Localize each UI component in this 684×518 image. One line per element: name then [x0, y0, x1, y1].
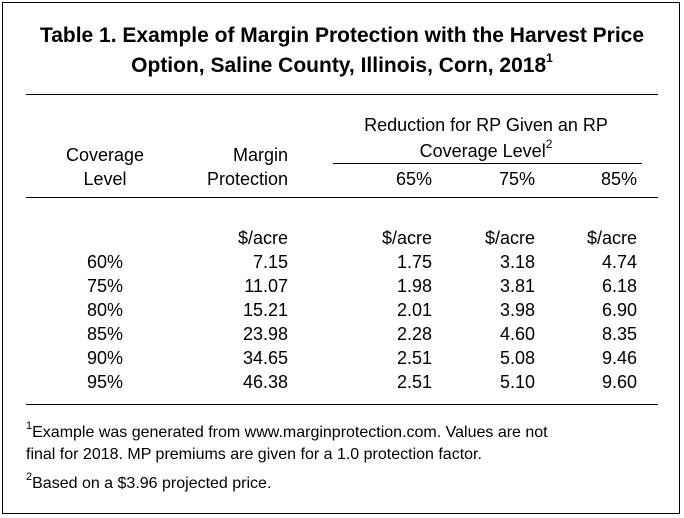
rp-group-footnote-marker: 2	[545, 137, 553, 151]
cell-rp75: 4.60	[499, 324, 535, 344]
table-bottom-divider	[26, 404, 658, 405]
footnote-2-marker: 2	[26, 470, 33, 483]
cell-rp75: 5.08	[499, 348, 535, 368]
rp-group-header-line2-text: Coverage Level	[419, 141, 546, 161]
table-frame	[2, 2, 680, 514]
cell-rp75: 3.18	[499, 252, 535, 272]
cell-level: 85%	[86, 324, 124, 344]
cell-rp75: 3.98	[499, 300, 535, 320]
cell-rp65: 2.01	[396, 300, 432, 320]
cell-rp65: 1.75	[396, 252, 432, 272]
cell-margin: 15.21	[242, 300, 288, 320]
margin-header-line1: Margin	[232, 145, 288, 165]
unit-rp85: $/acre	[586, 228, 637, 248]
table-title-line1: Table 1. Example of Margin Protection wi…	[39, 24, 645, 47]
cell-level: 75%	[86, 276, 124, 296]
cell-rp85: 8.35	[601, 324, 637, 344]
rp65-header: 65%	[395, 169, 432, 189]
cell-rp85: 6.18	[601, 276, 637, 296]
rp75-header: 75%	[498, 169, 535, 189]
cell-level: 90%	[86, 348, 124, 368]
footnote-1-line2: final for 2018. MP premiums are given fo…	[26, 446, 482, 463]
title-line2-text: Option, Saline County, Illinois, Corn, 2…	[131, 54, 547, 77]
rp-group-header-line1: Reduction for RP Given an RP	[364, 115, 608, 135]
coverage-header-line1: Coverage	[65, 145, 145, 165]
cell-rp75: 5.10	[499, 372, 535, 392]
cell-level: 60%	[86, 252, 124, 272]
rp85-header: 85%	[600, 169, 637, 189]
footnote-2-text: Based on a $3.96 projected price.	[32, 475, 272, 492]
coverage-header-line2: Level	[83, 169, 127, 189]
header-divider	[26, 197, 658, 198]
cell-margin: 34.65	[242, 348, 288, 368]
cell-rp85: 9.60	[601, 372, 637, 392]
footnote-1-line1: 1Example was generated from www.marginpr…	[26, 419, 548, 444]
cell-margin: 23.98	[242, 324, 288, 344]
rp-group-header-line2: Coverage Level2	[330, 137, 642, 162]
cell-rp65: 2.51	[396, 372, 432, 392]
margin-header-line2: Protection	[206, 169, 288, 189]
cell-rp85: 9.46	[601, 348, 637, 368]
footnote-1-text: Example was generated from www.marginpro…	[32, 424, 548, 441]
unit-margin: $/acre	[237, 228, 288, 248]
title-footnote-marker: 1	[546, 51, 553, 65]
cell-margin: 11.07	[244, 276, 288, 296]
rp-group-underline	[333, 163, 642, 164]
table-title-line2: Option, Saline County, Illinois, Corn, 2…	[0, 52, 684, 80]
cell-rp65: 2.51	[396, 348, 432, 368]
cell-rp85: 4.74	[601, 252, 637, 272]
cell-level: 80%	[86, 300, 124, 320]
cell-rp75: 3.81	[499, 276, 535, 296]
cell-margin: 7.15	[252, 252, 288, 272]
cell-rp85: 6.90	[601, 300, 637, 320]
unit-rp75: $/acre	[484, 228, 535, 248]
cell-level: 95%	[86, 372, 124, 392]
title-divider	[26, 94, 658, 95]
cell-margin: 46.38	[242, 372, 288, 392]
cell-rp65: 2.28	[396, 324, 432, 344]
cell-rp65: 1.98	[396, 276, 432, 296]
unit-rp65: $/acre	[381, 228, 432, 248]
footnote-2: 2Based on a $3.96 projected price.	[26, 470, 272, 495]
footnote-1-marker: 1	[26, 419, 33, 432]
